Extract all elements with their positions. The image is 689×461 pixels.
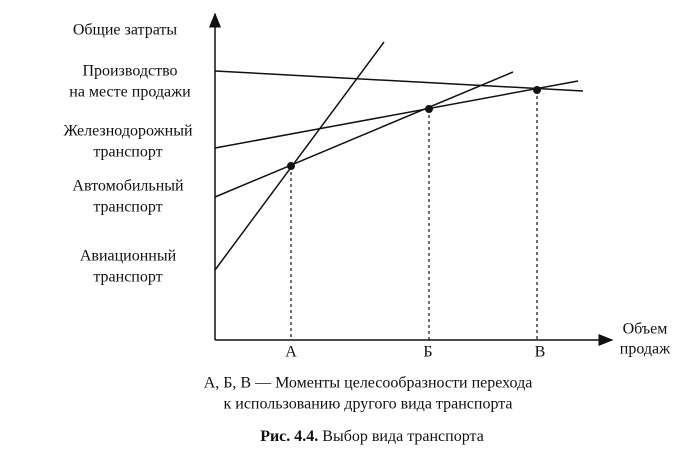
intersection-point [533,86,541,94]
intersection-point [287,162,295,170]
figure-title: Выбор вида транспорта [322,428,484,445]
point-label: В [535,344,546,361]
cost-line-auto [214,71,514,198]
line-label: транспорт [93,144,162,161]
y-axis-label: Общие затраты [73,22,178,39]
line-label: транспорт [93,199,162,216]
caption-line: к использованию другого вида транспорта [223,396,512,413]
cost-line-production [214,70,584,92]
line-label: Автомобильный [72,178,184,195]
x-axis-label: Объем [623,321,668,338]
cost-line-rail [214,80,579,149]
line-label: транспорт [93,269,162,286]
point-label: Б [423,344,432,361]
figure-caption: Рис. 4.4. Выбор вида транспорта [260,428,484,445]
intersection-point [425,105,433,113]
line-label: Авиационный [80,248,177,265]
cost-line-air [214,41,385,271]
point-label: А [285,344,297,361]
caption-line: А, Б, В — Моменты целесообразности перех… [204,375,533,392]
line-label: на месте продажи [69,84,191,101]
x-axis-label: продаж [620,341,671,358]
line-label: Производство [82,63,177,80]
line-label: Железнодорожный [64,123,193,140]
figure-number: Рис. 4.4. [260,428,318,445]
